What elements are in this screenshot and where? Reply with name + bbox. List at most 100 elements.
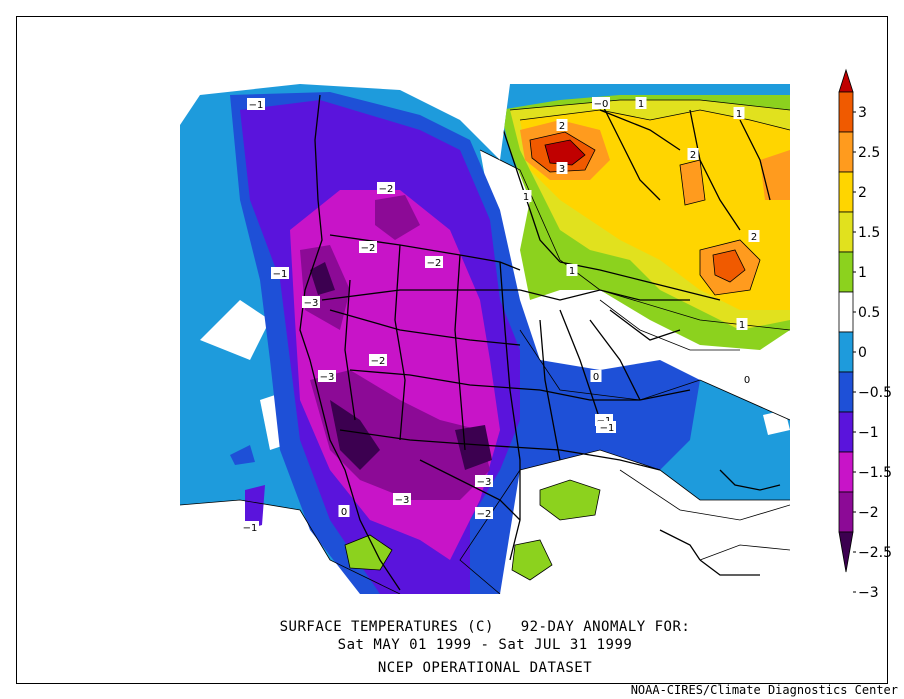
svg-text:−1: −1 [243, 523, 258, 534]
anomaly-fill-plus-2p5-b [713, 250, 745, 282]
plot-frame [16, 16, 888, 684]
svg-text:2: 2 [559, 121, 565, 132]
svg-text:−2: −2 [427, 258, 442, 269]
contour-label: 2 [687, 148, 699, 161]
svg-text:−1: −1 [249, 100, 264, 111]
svg-text:1: 1 [638, 99, 644, 110]
colorbar-arrow-top [838, 68, 854, 93]
colorbar-arrow-bottom [838, 531, 854, 573]
svg-text:1: 1 [739, 320, 745, 331]
svg-text:−3: −3 [304, 298, 319, 309]
contour-label: 3 [556, 162, 568, 175]
anomaly-fill-minus-1-spot [230, 445, 255, 465]
colorbar-label: −2 [858, 505, 879, 521]
contour-lines [180, 99, 790, 594]
colorbar-swatch [838, 91, 854, 133]
colorbar-label: 0.5 [858, 305, 880, 321]
contour-label: 0 [590, 370, 602, 383]
contour-label: −2 [425, 256, 443, 269]
colorbar-label: 0 [858, 345, 867, 361]
anomaly-fill-plus-3 [545, 140, 585, 165]
anomaly-fill-minus-1p5-spot [245, 485, 265, 530]
colorbar-label: −0.5 [858, 385, 892, 401]
contour-label: −3 [393, 493, 411, 506]
svg-text:1: 1 [569, 266, 575, 277]
anomaly-fill-zero-atlantic [763, 410, 790, 435]
svg-text:−2: −2 [379, 184, 394, 195]
svg-text:1: 1 [523, 192, 529, 203]
colorbar-swatch [838, 491, 854, 533]
svg-text:−3: −3 [395, 495, 410, 506]
colorbar-label: −2.5 [858, 545, 892, 561]
contour-label: −1 [271, 267, 289, 280]
colorbar-swatch [838, 251, 854, 293]
colorbar-swatch [838, 411, 854, 453]
svg-text:−1: −1 [273, 269, 288, 280]
contour-label: 1 [736, 318, 748, 331]
contour-label: −3 [302, 296, 320, 309]
colorbar-label: 2.5 [858, 145, 880, 161]
contour-label: −2 [359, 241, 377, 254]
anomaly-fill-zero-pacific-2 [200, 300, 270, 360]
svg-text:0: 0 [744, 375, 750, 386]
contour-label: −3 [318, 370, 336, 383]
contour-label: 0 [338, 505, 350, 518]
contour-label: −2 [475, 507, 493, 520]
caption-dataset: NCEP OPERATIONAL DATASET [377, 660, 593, 676]
svg-text:1: 1 [736, 109, 742, 120]
svg-text:0: 0 [593, 372, 599, 383]
map-field [180, 84, 790, 594]
svg-text:3: 3 [559, 164, 565, 175]
colorbar-swatch [838, 171, 854, 213]
anomaly-fill-minus-3-a [310, 262, 335, 295]
contour-label: 0 [741, 373, 753, 386]
colorbar-label: 3 [858, 105, 867, 121]
contour-label: −3 [475, 475, 493, 488]
contour-label: −1 [247, 98, 265, 111]
contour-label: 1 [635, 97, 647, 110]
anomaly-fill-plus-2-d [680, 160, 705, 205]
anomaly-fill-minus-3-b [330, 400, 380, 470]
colorbar-label: 1.5 [858, 225, 880, 241]
contour-label: −1 [241, 521, 259, 534]
contour-labels: −1−1−1−1−2−2−2−2−3−3−3−3−2−11112223−0000… [241, 97, 760, 534]
contour-label: −2 [369, 354, 387, 367]
colorbar-label: 2 [858, 185, 867, 201]
contour-label: −2 [377, 182, 395, 195]
svg-text:2: 2 [690, 150, 696, 161]
caption-title-line2: Sat MAY 01 1999 - Sat JUL 31 1999 [337, 637, 633, 653]
colorbar-swatch [838, 131, 854, 173]
contour-label: −1 [598, 421, 616, 434]
svg-text:−1: −1 [600, 423, 615, 434]
caption-title-line1: SURFACE TEMPERATURES (C) 92-DAY ANOMALY … [279, 619, 691, 635]
colorbar-swatch [838, 291, 854, 333]
colorbar-label: −1 [858, 425, 879, 441]
svg-text:−3: −3 [320, 372, 335, 383]
colorbar-swatch [838, 371, 854, 413]
svg-text:−2: −2 [361, 243, 376, 254]
anomaly-fill-plus-0p5-gulf [540, 480, 600, 520]
svg-text:2: 2 [751, 232, 757, 243]
anomaly-fill-plus-0p5-caribbean [512, 540, 552, 580]
credit-text: NOAA-CIRES/Climate Diagnostics Center [630, 683, 898, 697]
svg-text:−2: −2 [371, 356, 386, 367]
contour-label: −0 [592, 97, 610, 110]
colorbar-label: 1 [858, 265, 867, 281]
colorbar-label: −1.5 [858, 465, 892, 481]
colorbar: 3 2.5 2 1.5 1 0.5 0 −0.5 −1 −1.5 −2 −2.5 −3 [838, 68, 892, 601]
svg-text:−0: −0 [594, 99, 609, 110]
contour-label: 1 [520, 190, 532, 203]
svg-text:−3: −3 [477, 477, 492, 488]
svg-text:0: 0 [341, 507, 347, 518]
contour-label: 1 [733, 107, 745, 120]
colorbar-swatch [838, 331, 854, 373]
colorbar-label: −3 [858, 585, 879, 601]
svg-text:−2: −2 [477, 509, 492, 520]
contour-label: 1 [566, 264, 578, 277]
colorbar-swatch [838, 211, 854, 253]
colorbar-swatch [838, 451, 854, 493]
contour-label: 2 [556, 119, 568, 132]
anomaly-fill-minus-2p5-b [375, 195, 420, 240]
contour-label: 2 [748, 230, 760, 243]
